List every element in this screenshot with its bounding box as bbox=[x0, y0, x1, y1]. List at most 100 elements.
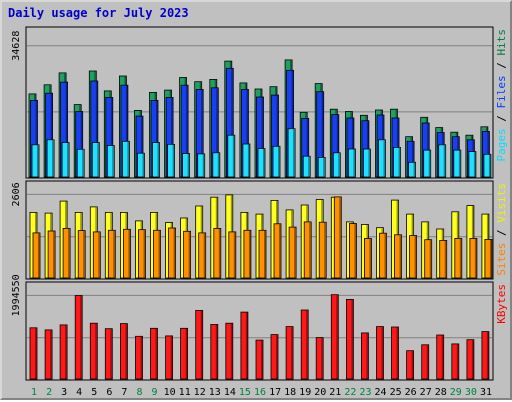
bar-sites-day-31 bbox=[484, 238, 493, 279]
bar-pages-day-25 bbox=[393, 146, 401, 178]
bar-sites-day-1 bbox=[32, 232, 41, 279]
bar-shade-sites-day-30 bbox=[474, 238, 477, 278]
bar-pages-day-4 bbox=[76, 148, 85, 178]
bar-shade-sites-day-23 bbox=[369, 238, 371, 278]
bar-pages-day-27 bbox=[423, 149, 432, 178]
bar-sites-day-4 bbox=[77, 230, 86, 279]
x-tick-label-12: 12 bbox=[194, 387, 206, 398]
bar-shade-pages-day-3 bbox=[67, 143, 69, 177]
bar-pages-day-23 bbox=[362, 148, 371, 178]
bar-shade-sites-day-14 bbox=[233, 232, 236, 278]
x-tick-label-23: 23 bbox=[359, 387, 371, 398]
bar-shade-files-day-12 bbox=[201, 89, 203, 177]
bar-shade-kbytes-day-22 bbox=[351, 299, 353, 379]
bar-shade-kbytes-day-19 bbox=[306, 310, 308, 379]
bar-sites-day-29 bbox=[454, 237, 463, 279]
bar-sites-day-2 bbox=[47, 230, 56, 279]
bar-shade-kbytes-day-12 bbox=[200, 310, 203, 379]
bar-shade-files-day-26 bbox=[412, 141, 414, 177]
bar-pages-day-24 bbox=[378, 139, 386, 178]
bar-shade-pages-day-28 bbox=[443, 145, 446, 177]
bar-kbytes-day-18 bbox=[285, 326, 294, 380]
panel-visits-legend: Sites / Visits bbox=[495, 183, 508, 276]
bar-shade-sites-day-12 bbox=[203, 233, 206, 278]
x-tick-label-19: 19 bbox=[299, 387, 311, 398]
bar-kbytes-day-19 bbox=[300, 309, 309, 380]
bar-shade-files-day-14 bbox=[231, 68, 233, 177]
bar-shade-pages-day-9 bbox=[157, 143, 160, 177]
bar-shade-files-day-22 bbox=[351, 118, 354, 177]
bar-shade-kbytes-day-1 bbox=[35, 328, 37, 379]
bar-pages-day-19 bbox=[302, 155, 311, 178]
x-tick-label-5: 5 bbox=[91, 387, 97, 398]
bar-kbytes-day-5 bbox=[89, 322, 98, 380]
bar-pages-day-29 bbox=[453, 149, 462, 178]
bar-shade-sites-day-3 bbox=[68, 228, 70, 278]
bar-shade-sites-day-11 bbox=[188, 231, 191, 278]
bar-shade-sites-day-7 bbox=[128, 229, 130, 278]
bar-shade-files-day-17 bbox=[276, 95, 279, 177]
bar-shade-files-day-15 bbox=[246, 89, 248, 177]
bar-kbytes-day-20 bbox=[315, 337, 324, 380]
bar-shade-sites-day-20 bbox=[324, 222, 326, 278]
legend-files: Files bbox=[495, 75, 508, 108]
bar-kbytes-day-9 bbox=[150, 327, 158, 380]
bar-shade-kbytes-day-9 bbox=[155, 328, 158, 379]
bar-shade-kbytes-day-16 bbox=[261, 340, 263, 379]
bar-sites-day-23 bbox=[363, 237, 372, 279]
bar-pages-day-21 bbox=[332, 152, 341, 178]
bar-pages-day-9 bbox=[152, 142, 160, 178]
bar-pages-day-28 bbox=[438, 144, 447, 178]
legend-kbytes: KBytes bbox=[495, 284, 508, 324]
bar-shade-kbytes-day-13 bbox=[215, 324, 218, 379]
x-tick-label-4: 4 bbox=[76, 387, 82, 398]
bar-kbytes-day-29 bbox=[451, 343, 460, 380]
bar-shade-sites-day-18 bbox=[294, 227, 296, 278]
bar-pages-day-30 bbox=[468, 151, 477, 178]
bar-kbytes-day-15 bbox=[240, 311, 249, 380]
bar-sites-day-19 bbox=[303, 221, 312, 279]
bar-shade-kbytes-day-10 bbox=[170, 336, 173, 379]
x-tick-label-1: 1 bbox=[31, 387, 37, 398]
bar-shade-files-day-5 bbox=[95, 81, 98, 177]
panel-kbytes-legend: KBytes bbox=[495, 284, 508, 324]
legend-pages: Pages bbox=[495, 128, 508, 161]
bar-pages-day-1 bbox=[31, 144, 40, 178]
bar-sites-day-20 bbox=[318, 221, 327, 279]
bar-pages-day-17 bbox=[272, 145, 281, 178]
bar-shade-pages-day-7 bbox=[127, 141, 129, 177]
bar-shade-kbytes-day-8 bbox=[140, 336, 143, 379]
bar-sites-day-21 bbox=[333, 196, 342, 279]
x-tick-label-31: 31 bbox=[480, 387, 492, 398]
bar-pages-day-14 bbox=[227, 134, 236, 178]
x-axis-labels: 1 2 3 4 5 6 7 8 9 10 11 12 13 14 15 16 17 18 19 20 21 22 23 24 2… bbox=[31, 387, 492, 398]
bar-shade-sites-day-8 bbox=[143, 230, 146, 278]
bar-sites-day-9 bbox=[153, 229, 161, 279]
bar-kbytes-day-3 bbox=[59, 324, 68, 380]
bar-shade-files-day-8 bbox=[141, 116, 143, 177]
bar-shade-pages-day-23 bbox=[368, 149, 370, 177]
x-tick-label-13: 13 bbox=[209, 387, 221, 398]
bar-kbytes-day-22 bbox=[345, 298, 354, 380]
bar-shade-files-day-21 bbox=[336, 115, 339, 177]
bar-shade-pages-day-25 bbox=[398, 147, 401, 177]
legend-separator: / bbox=[495, 223, 508, 243]
bar-sites-day-15 bbox=[243, 229, 252, 279]
bar-shade-pages-day-21 bbox=[338, 153, 340, 177]
bar-pages-day-10 bbox=[167, 143, 176, 178]
bar-shade-kbytes-day-29 bbox=[456, 344, 459, 379]
bar-shade-pages-day-30 bbox=[473, 152, 476, 177]
bar-sites-day-13 bbox=[213, 227, 222, 279]
bar-shade-pages-day-17 bbox=[278, 146, 280, 177]
bar-shade-sites-day-16 bbox=[264, 230, 266, 278]
bar-shade-pages-day-24 bbox=[383, 140, 386, 177]
x-tick-label-29: 29 bbox=[450, 387, 462, 398]
x-tick-label-15: 15 bbox=[239, 387, 251, 398]
bar-shade-kbytes-day-4 bbox=[80, 296, 82, 379]
legend-visits: Visits bbox=[495, 183, 508, 223]
bar-shade-files-day-19 bbox=[306, 118, 309, 177]
bar-shade-sites-day-2 bbox=[53, 231, 55, 278]
bar-pages-day-8 bbox=[137, 152, 145, 178]
bar-shade-files-day-2 bbox=[50, 93, 53, 177]
bar-shade-pages-day-13 bbox=[217, 153, 220, 177]
